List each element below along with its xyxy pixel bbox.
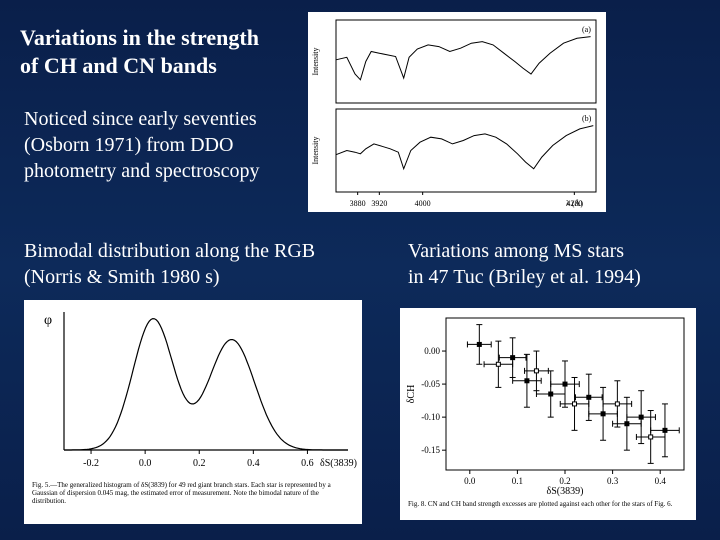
svg-text:0.00: 0.00 — [424, 346, 440, 356]
svg-text:(a): (a) — [582, 25, 591, 34]
para3-line-1: Variations among MS stars — [408, 240, 624, 262]
svg-text:φ: φ — [44, 313, 52, 328]
bimodal-svg: φ -0.2 0.0 0.2 0.4 0.6 δS(3839) — [24, 300, 362, 478]
slide-title: Variations in the strength of CH and CN … — [20, 24, 259, 79]
scatter-caption: Fig. 8. CN and CH band strength excesses… — [400, 498, 696, 511]
svg-text:-0.05: -0.05 — [421, 379, 440, 389]
svg-text:0.4: 0.4 — [655, 476, 667, 486]
title-line-1: Variations in the strength — [20, 25, 259, 50]
svg-text:0.3: 0.3 — [607, 476, 619, 486]
para1-line-3: photometry and spectroscopy — [24, 160, 260, 182]
para3-line-2: in 47 Tuc (Briley et al. 1994) — [408, 266, 641, 288]
svg-text:-0.10: -0.10 — [421, 412, 440, 422]
svg-text:0.2: 0.2 — [559, 476, 570, 486]
svg-text:3920: 3920 — [371, 199, 387, 208]
para1-line-2: (Osborn 1971) from DDO — [24, 134, 233, 156]
svg-text:3880: 3880 — [350, 199, 366, 208]
svg-text:(b): (b) — [582, 114, 592, 123]
svg-text:δS(3839): δS(3839) — [547, 486, 584, 497]
svg-text:-0.15: -0.15 — [421, 445, 440, 455]
figure-spectra: Intensity(a)Intensity(b)3880392040004280… — [308, 12, 606, 212]
svg-text:0.4: 0.4 — [247, 458, 259, 469]
svg-text:0.2: 0.2 — [193, 458, 206, 469]
svg-text:-0.2: -0.2 — [83, 458, 99, 469]
svg-text:δCH: δCH — [406, 385, 417, 404]
paragraph-3: Variations among MS stars in 47 Tuc (Bri… — [408, 238, 641, 290]
para2-line-1: Bimodal distribution along the RGB — [24, 240, 315, 262]
svg-text:0.6: 0.6 — [301, 458, 314, 469]
svg-text:4000: 4000 — [415, 199, 431, 208]
title-line-2: of CH and CN bands — [20, 53, 217, 78]
figure-bimodal: φ -0.2 0.0 0.2 0.4 0.6 δS(3839) Fig. 5.—The ge… — [24, 300, 362, 524]
paragraph-2: Bimodal distribution along the RGB (Norr… — [24, 238, 315, 290]
svg-text:Intensity: Intensity — [311, 48, 320, 76]
spectra-svg: Intensity(a)Intensity(b)3880392040004280… — [308, 12, 606, 212]
paragraph-1: Noticed since early seventies (Osborn 19… — [24, 106, 260, 184]
svg-text:0.0: 0.0 — [139, 458, 152, 469]
bimodal-caption: Fig. 5.—The generalized histogram of δS(… — [24, 478, 362, 509]
svg-text:λ (Å): λ (Å) — [566, 199, 583, 208]
para2-line-2: (Norris & Smith 1980 s) — [24, 266, 220, 288]
svg-text:Intensity: Intensity — [311, 137, 320, 165]
svg-text:0.0: 0.0 — [464, 476, 476, 486]
svg-text:0.1: 0.1 — [512, 476, 523, 486]
para1-line-1: Noticed since early seventies — [24, 108, 257, 130]
svg-text:δS(3839): δS(3839) — [320, 458, 357, 469]
scatter-svg: 0.00 -0.05 -0.10 -0.15 0.0 0.1 0.2 0.3 0.4 δCH δS(… — [400, 308, 696, 498]
figure-scatter: 0.00 -0.05 -0.10 -0.15 0.0 0.1 0.2 0.3 0.4 δCH δS(… — [400, 308, 696, 520]
